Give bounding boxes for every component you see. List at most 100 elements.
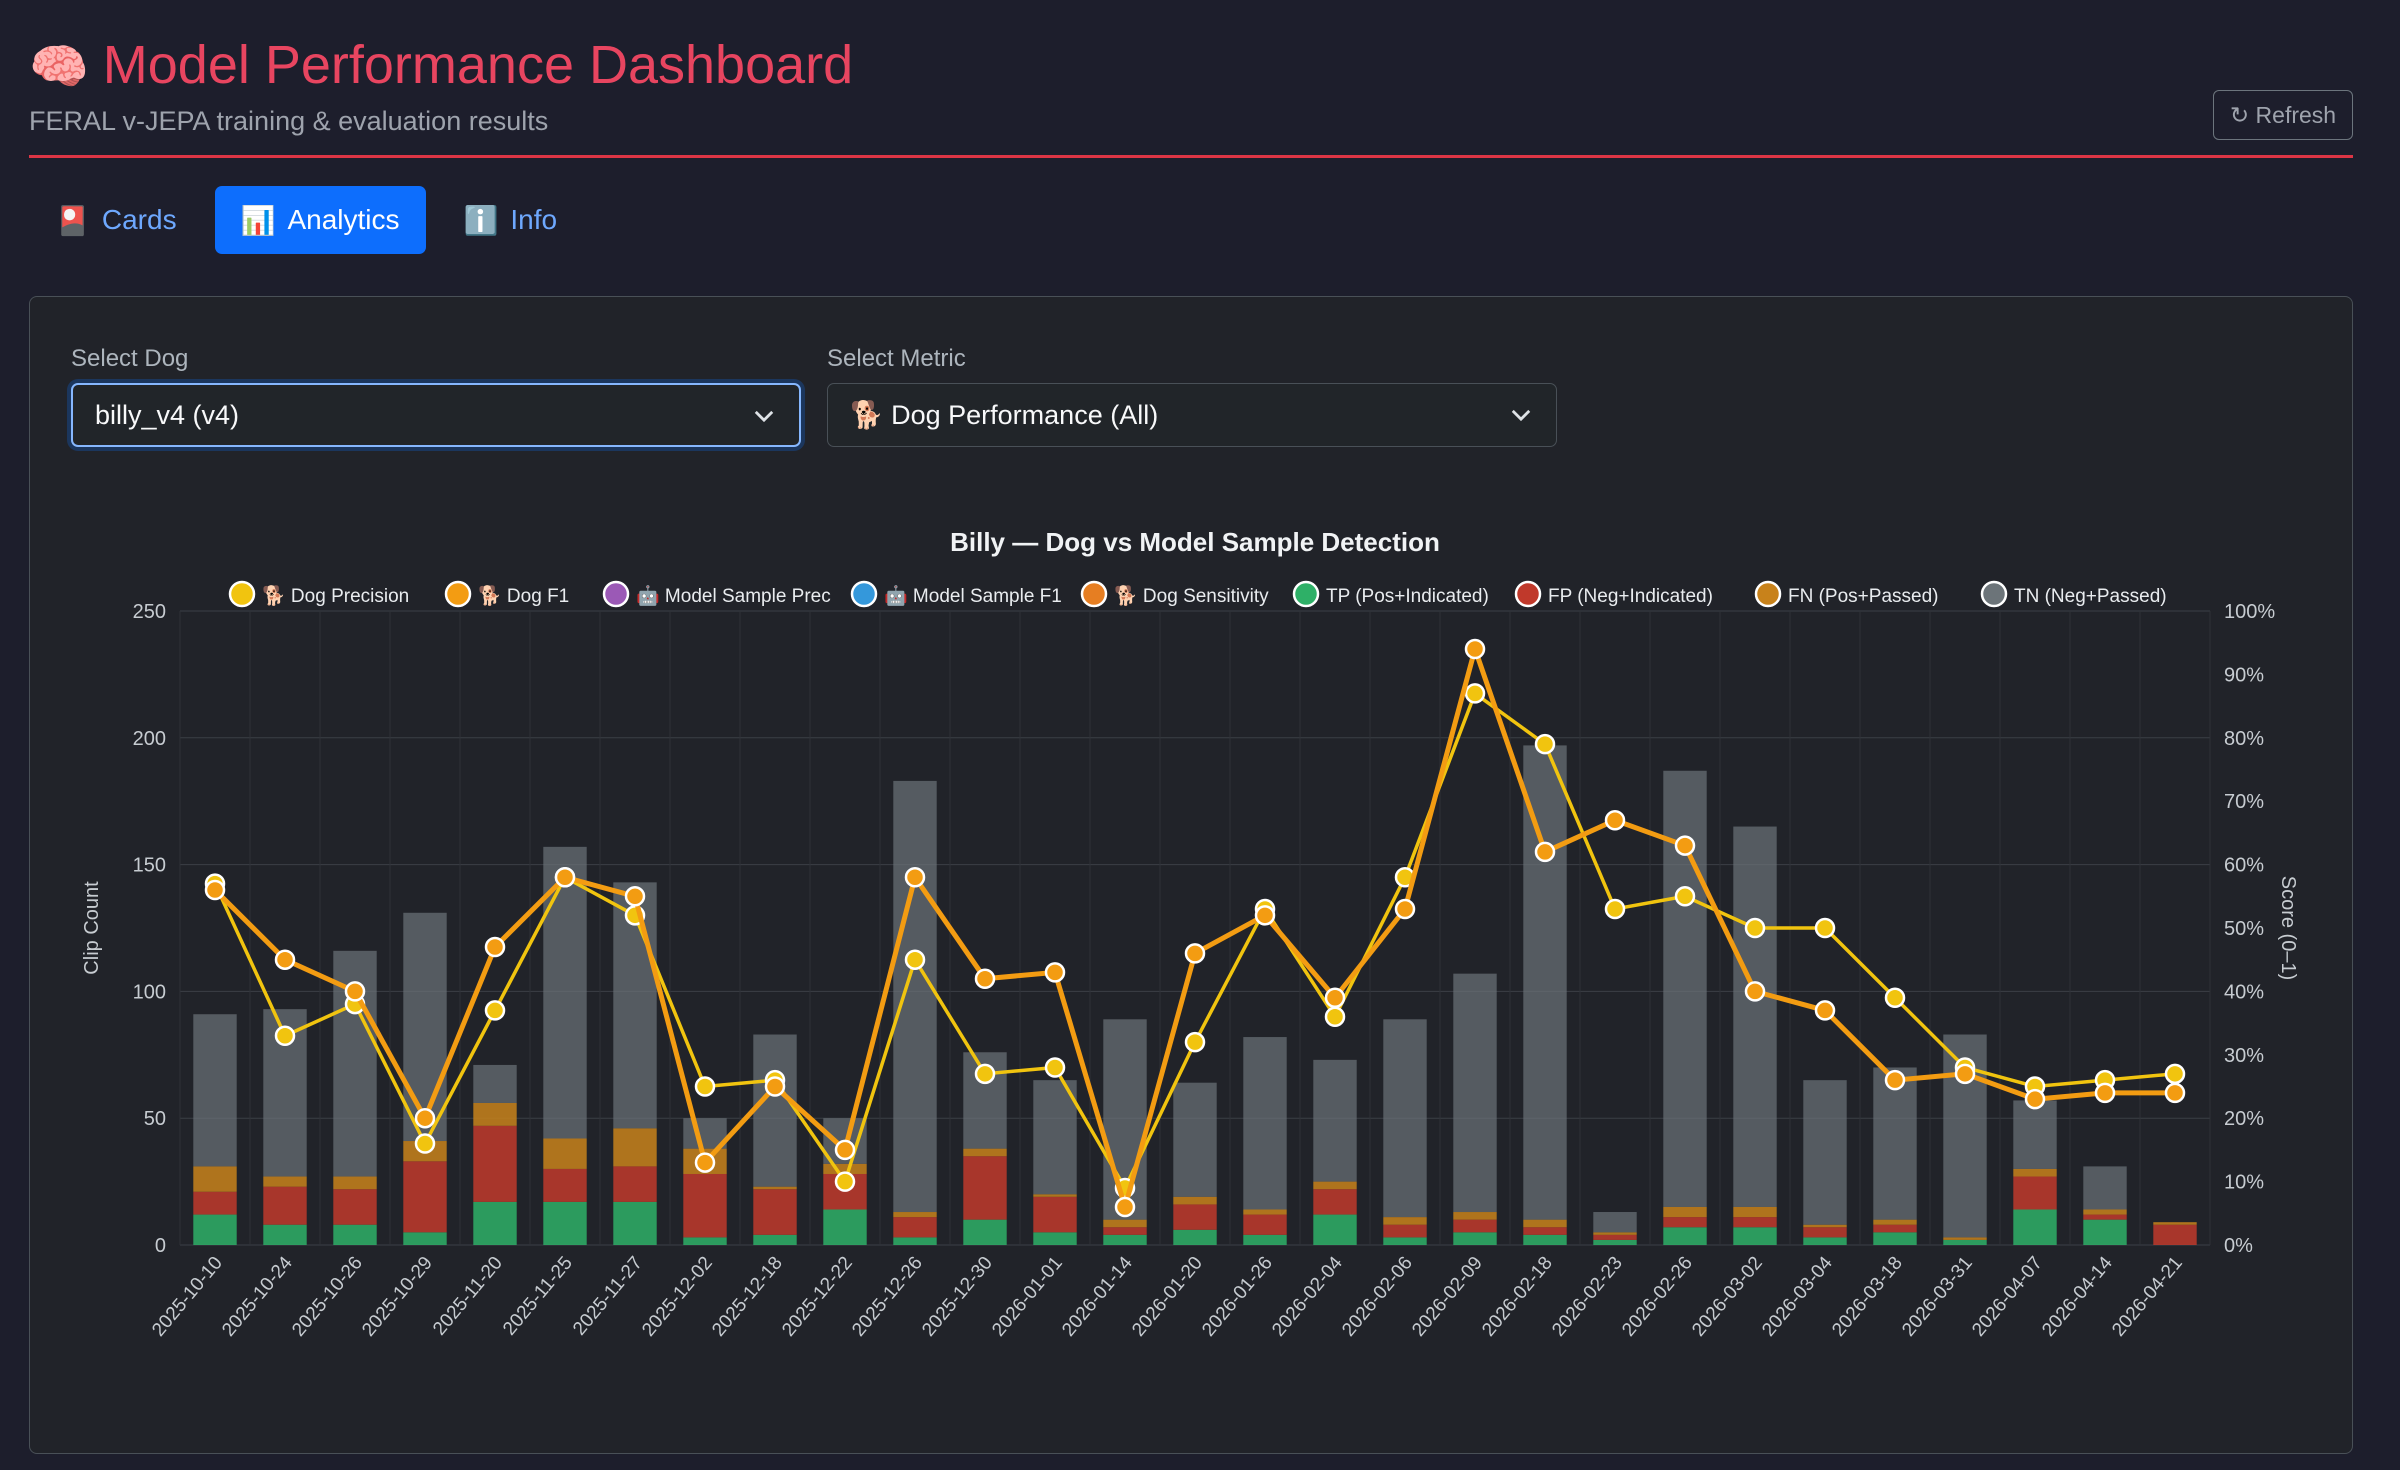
bar-tp bbox=[193, 1214, 237, 1245]
series-point bbox=[2164, 1063, 2186, 1085]
y-tick-label: 100 bbox=[133, 981, 166, 1003]
bar-fp bbox=[1733, 1217, 1777, 1228]
bar-tn bbox=[1033, 1080, 1077, 1195]
bar-tp bbox=[263, 1224, 307, 1245]
tab-info-label: Info bbox=[510, 204, 558, 235]
metric-select[interactable]: 🐕 Dog Performance (All) bbox=[827, 383, 1557, 447]
bar-fn bbox=[543, 1138, 587, 1169]
y-axis-label: Clip Count bbox=[81, 881, 103, 975]
series-point bbox=[904, 867, 926, 888]
x-tick-label: 2025-11-20 bbox=[429, 1253, 507, 1340]
bar-fn bbox=[1173, 1196, 1217, 1205]
x-tick-label: 2026-03-02 bbox=[1688, 1253, 1767, 1341]
legend-swatch bbox=[850, 580, 878, 608]
page-title-text: Model Performance Dashboard bbox=[102, 35, 854, 95]
bar-fp bbox=[2013, 1176, 2057, 1210]
bar-fp bbox=[613, 1166, 657, 1202]
legend-swatch bbox=[1754, 580, 1782, 608]
bar-fn bbox=[1453, 1212, 1497, 1220]
bar-fp bbox=[1803, 1227, 1847, 1238]
y2-tick-label: 50% bbox=[2224, 918, 2264, 940]
x-tick-label: 2026-02-26 bbox=[1618, 1253, 1697, 1341]
series-point bbox=[1814, 1000, 1836, 1021]
legend-swatch bbox=[602, 580, 630, 608]
dog-select[interactable]: billy_v4 (v4) bbox=[71, 383, 801, 447]
bar-fp bbox=[1033, 1196, 1077, 1233]
bar-tn bbox=[2083, 1166, 2127, 1210]
series-point bbox=[834, 1171, 856, 1192]
series-point bbox=[1394, 898, 1416, 920]
series-point bbox=[1674, 835, 1696, 856]
bar-fp bbox=[753, 1189, 797, 1235]
series-point bbox=[1184, 1031, 1206, 1053]
tab-cards[interactable]: 🎴 Cards bbox=[29, 186, 203, 254]
bar-fp bbox=[1523, 1227, 1567, 1235]
page-title: 🧠 Model Performance Dashboard bbox=[29, 30, 853, 103]
series-point bbox=[1254, 905, 1276, 926]
series-point bbox=[1464, 638, 1486, 660]
series-point bbox=[204, 879, 226, 901]
series-point bbox=[904, 949, 926, 970]
bar-tp bbox=[2013, 1209, 2057, 1245]
x-tick-label: 2025-12-26 bbox=[848, 1253, 927, 1341]
bar-fn bbox=[823, 1163, 867, 1174]
bar-fp bbox=[1243, 1214, 1287, 1235]
legend-swatch bbox=[1514, 580, 1542, 608]
y2-axis-label: Score (0–1) bbox=[2277, 876, 2299, 981]
bar-tp bbox=[683, 1237, 727, 1245]
y-tick-label: 200 bbox=[133, 728, 166, 750]
bar-tp bbox=[1383, 1237, 1427, 1245]
series-point bbox=[624, 886, 646, 907]
bar-tp bbox=[893, 1237, 937, 1245]
series-point bbox=[414, 1107, 436, 1129]
series-point bbox=[274, 1025, 296, 1047]
legend-label: 🐕 Dog F1 bbox=[478, 584, 569, 607]
bar-fn bbox=[2153, 1222, 2197, 1225]
performance-chart: Billy — Dog vs Model Sample Detection 🐕 D… bbox=[81, 527, 2299, 1341]
bar-fn bbox=[1803, 1224, 1847, 1228]
series-point bbox=[274, 949, 296, 970]
bar-fn bbox=[1103, 1219, 1147, 1228]
bar-tp bbox=[1593, 1239, 1637, 1245]
bar-fp bbox=[893, 1217, 937, 1238]
legend-swatch bbox=[1080, 580, 1108, 608]
y2-tick-label: 0% bbox=[2224, 1235, 2253, 1257]
tab-analytics[interactable]: 📊 Analytics bbox=[214, 186, 426, 254]
chevron-down-icon bbox=[1511, 409, 1531, 422]
series-point bbox=[2094, 1082, 2116, 1104]
bar-fn bbox=[2013, 1168, 2057, 1177]
x-tick-label: 2026-03-31 bbox=[1898, 1253, 1977, 1341]
bar-tn bbox=[2013, 1100, 2057, 1169]
bar-tp bbox=[333, 1224, 377, 1245]
chart-title: Billy — Dog vs Model Sample Detection bbox=[950, 527, 1440, 557]
bar-tn bbox=[1873, 1067, 1917, 1220]
tab-analytics-label: Analytics bbox=[287, 204, 400, 235]
series-point bbox=[1884, 1069, 1906, 1091]
bar-tp bbox=[1243, 1234, 1287, 1245]
y2-tick-label: 100% bbox=[2224, 601, 2275, 623]
dog-select-label: Select Dog bbox=[71, 345, 189, 372]
legend-label: 🤖 Model Sample F1 bbox=[884, 584, 1062, 607]
series-point bbox=[1114, 1196, 1136, 1218]
y2-tick-label: 70% bbox=[2224, 791, 2264, 813]
series-point bbox=[554, 867, 576, 888]
tab-info[interactable]: ℹ️ Info bbox=[438, 186, 584, 254]
chart-container: Billy — Dog vs Model Sample Detection 🐕 D… bbox=[70, 493, 2314, 1443]
x-tick-label: 2025-12-02 bbox=[638, 1253, 717, 1341]
series-point bbox=[2024, 1088, 2046, 1110]
bar-fn bbox=[1943, 1237, 1987, 1240]
bar-tn bbox=[1523, 745, 1567, 1220]
chevron-down-icon bbox=[754, 410, 774, 423]
series-point bbox=[974, 1063, 996, 1085]
x-tick-label: 2026-04-14 bbox=[2038, 1252, 2117, 1340]
y2-tick-label: 90% bbox=[2224, 664, 2264, 686]
bar-fn bbox=[1033, 1194, 1077, 1197]
bar-fn bbox=[1733, 1206, 1777, 1218]
series-point bbox=[1954, 1063, 1976, 1085]
bar-fn bbox=[1873, 1219, 1917, 1225]
refresh-button[interactable]: ↻ Refresh bbox=[2213, 90, 2353, 140]
legend-label: TP (Pos+Indicated) bbox=[1326, 586, 1489, 607]
bar-tp bbox=[823, 1209, 867, 1245]
bar-tp bbox=[2083, 1219, 2127, 1245]
series-point bbox=[1674, 886, 1696, 907]
